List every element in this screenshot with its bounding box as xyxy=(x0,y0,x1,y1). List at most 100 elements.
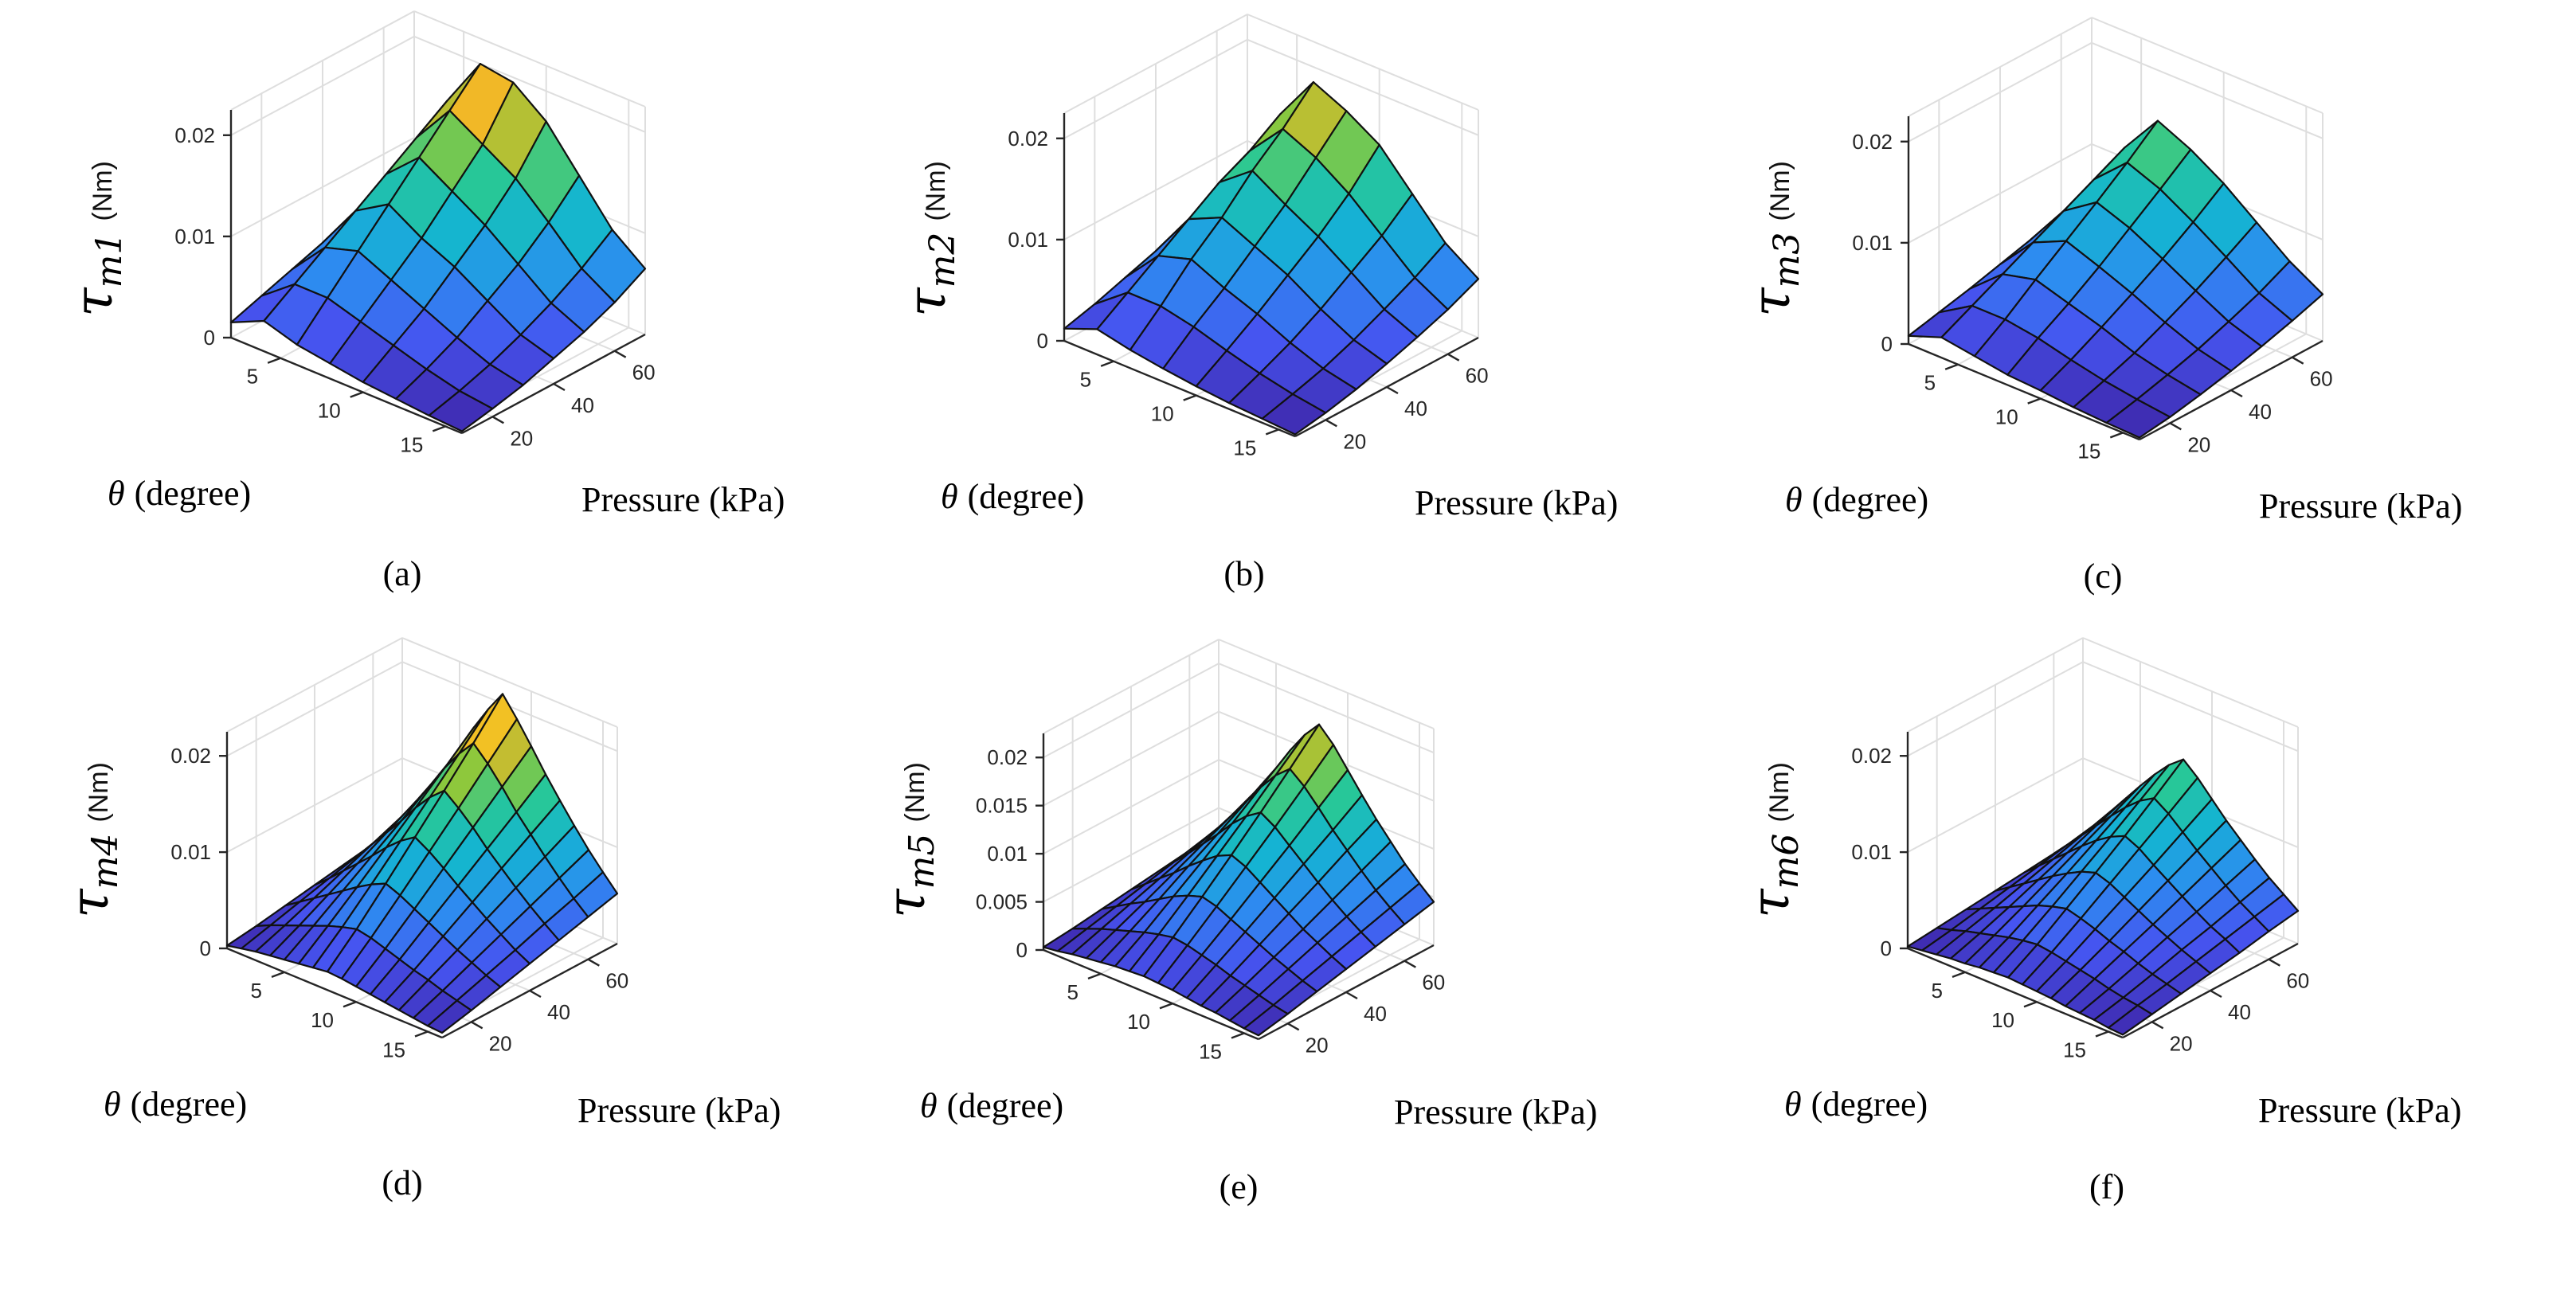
pressure-tick-mark xyxy=(553,382,566,392)
theta-unit: (degree) xyxy=(968,477,1085,516)
z-tick-label: 0.02 xyxy=(170,744,211,768)
chart-panel-e: 0 0.005 0.01 0.015 0.02 5 10 15 20 40 60 τm5 (Nm) θ (d… xyxy=(875,639,1597,1206)
theta-tick-mark xyxy=(2109,432,2124,439)
theta-axis-line xyxy=(1908,342,2140,441)
pressure-tick-label: 60 xyxy=(605,969,628,993)
z-axis-label: τm2 (Nm) xyxy=(896,161,963,317)
z-tick-label: 0 xyxy=(1881,332,1893,356)
box-edge xyxy=(1218,639,1435,729)
box-edge xyxy=(2082,637,2299,728)
z-tick-label: 0.02 xyxy=(1852,130,1893,154)
box-edge xyxy=(230,10,415,111)
surface-facet xyxy=(2105,398,2171,439)
pressure-axis-label: Pressure (kPa) xyxy=(1394,1093,1597,1132)
pressure-tick-mark xyxy=(2292,356,2304,365)
z-tick-label: 0 xyxy=(204,326,215,350)
box-edge xyxy=(1043,639,1219,734)
theta-symbol: θ xyxy=(1785,480,1803,519)
z-axis-unit: (Nm) xyxy=(900,762,930,823)
z-tick-label: 0 xyxy=(200,936,211,960)
pressure-tick-label: 40 xyxy=(2228,1000,2251,1024)
z-tick-label: 0.01 xyxy=(1851,840,1892,864)
z-tick-label: 0.015 xyxy=(976,794,1028,818)
chart-panel-d: 0 0.01 0.02 5 10 15 20 40 60 τm4 (Nm) θ (degree) Pres… xyxy=(59,637,781,1202)
box-edge xyxy=(413,10,646,108)
pressure-tick-label: 60 xyxy=(1466,364,1489,388)
pressure-tick-mark xyxy=(2151,1021,2164,1030)
theta-tick-label: 15 xyxy=(400,432,423,456)
panel-caption: (a) xyxy=(383,554,422,593)
box-edge xyxy=(1247,14,1479,111)
z-axis-subscript: m4 xyxy=(85,834,126,889)
surface xyxy=(225,693,619,1034)
theta-axis-label: θ (degree) xyxy=(108,474,251,513)
theta-tick-label: 5 xyxy=(1067,980,1079,1004)
theta-tick-mark xyxy=(2023,1001,2038,1008)
theta-tick-mark xyxy=(1183,394,1197,401)
chart-panel-b: 0 0.01 0.02 5 10 15 20 40 60 τm2 (Nm) θ (degree) Pres… xyxy=(896,14,1618,593)
z-tick-label: 0 xyxy=(1881,936,1892,960)
theta-tick-mark xyxy=(2095,1030,2109,1038)
pressure-tick-label: 60 xyxy=(2286,969,2309,993)
pressure-tick-label: 40 xyxy=(571,393,594,417)
z-axis-unit: (Nm) xyxy=(921,161,951,221)
pressure-tick-mark xyxy=(2169,422,2182,431)
surface-facet xyxy=(1243,1004,1289,1037)
pressure-axis-label: Pressure (kPa) xyxy=(577,1091,781,1130)
theta-tick-label: 10 xyxy=(318,399,341,423)
theta-axis-line xyxy=(1907,947,2124,1039)
pressure-tick-mark xyxy=(1345,991,1358,1000)
z-tick-label: 0.02 xyxy=(174,123,215,147)
z-axis-symbol: τ xyxy=(1740,287,1802,317)
theta-tick-mark xyxy=(1231,1032,1245,1039)
pressure-axis-label: Pressure (kPa) xyxy=(581,480,785,519)
theta-axis-line xyxy=(1063,339,1296,438)
z-tick-label: 0 xyxy=(1037,329,1048,353)
z-axis-symbol: τ xyxy=(875,888,937,918)
z-gridline xyxy=(413,35,646,133)
pressure-axis-label: Pressure (kPa) xyxy=(2258,1091,2461,1130)
z-axis-unit: (Nm) xyxy=(88,161,118,221)
pressure-tick-mark xyxy=(529,989,542,999)
surface xyxy=(1907,119,2324,439)
theta-axis-label: θ (degree) xyxy=(1785,480,1928,519)
pressure-tick-label: 40 xyxy=(1364,1002,1387,1026)
z-axis-unit: (Nm) xyxy=(1765,161,1795,221)
theta-tick-label: 5 xyxy=(1080,368,1091,392)
z-tick-label: 0.01 xyxy=(170,840,211,864)
pressure-tick-mark xyxy=(2268,958,2280,967)
panel-caption: (b) xyxy=(1223,554,1264,593)
pressure-tick-mark xyxy=(471,1021,483,1030)
theta-unit: (degree) xyxy=(947,1086,1064,1125)
theta-tick-label: 10 xyxy=(1991,1008,2014,1032)
surface-facet xyxy=(426,999,472,1034)
theta-tick-label: 5 xyxy=(247,365,258,389)
pressure-axis-label: Pressure (kPa) xyxy=(2259,487,2462,526)
z-axis-label: τm5 (Nm) xyxy=(875,762,942,918)
theta-tick-label: 10 xyxy=(1995,405,2018,429)
surface-facet xyxy=(1261,393,1327,436)
surface xyxy=(229,62,647,432)
theta-symbol: θ xyxy=(104,1085,121,1124)
theta-tick-label: 15 xyxy=(1199,1040,1222,1064)
z-tick-label: 0.02 xyxy=(1851,744,1892,768)
pressure-tick-mark xyxy=(1386,385,1399,395)
surface-facet xyxy=(428,389,494,432)
z-tick-label: 0.01 xyxy=(1852,231,1893,255)
theta-tick-mark xyxy=(2027,397,2042,405)
chart-panel-c: 0 0.01 0.02 5 10 15 20 40 60 τm3 (Nm) θ (degree) Pres… xyxy=(1740,17,2462,596)
theta-tick-mark xyxy=(1944,363,1959,370)
theta-tick-label: 15 xyxy=(2077,439,2100,463)
theta-axis-line xyxy=(1043,948,1259,1041)
panel-caption: (f) xyxy=(2089,1167,2124,1206)
box-edge xyxy=(1908,17,2093,117)
panel-caption: (e) xyxy=(1219,1167,1259,1206)
z-axis-subscript: m5 xyxy=(902,834,942,889)
pressure-tick-label: 20 xyxy=(510,426,533,450)
theta-tick-mark xyxy=(271,971,285,978)
pressure-tick-label: 40 xyxy=(547,1000,570,1024)
theta-symbol: θ xyxy=(1784,1085,1802,1124)
z-gridline xyxy=(2091,41,2323,139)
z-gridline xyxy=(1247,38,1479,136)
theta-axis-label: θ (degree) xyxy=(104,1085,247,1124)
